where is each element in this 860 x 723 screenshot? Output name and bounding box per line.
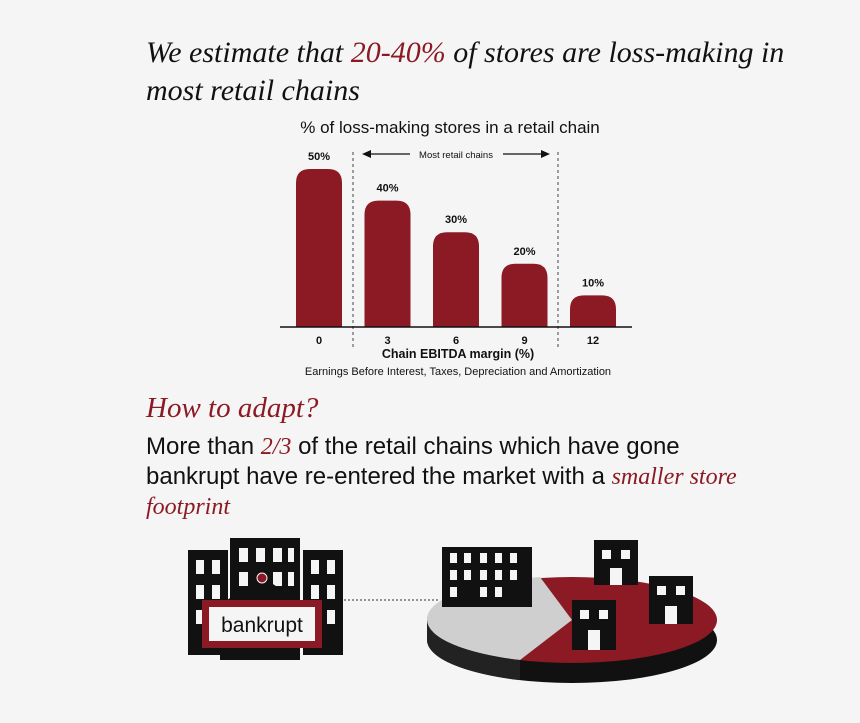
headline-text-2: of stores are loss-making in most retail… bbox=[146, 36, 785, 107]
data-label-9: 20% bbox=[513, 246, 535, 258]
arrow-left-head bbox=[362, 150, 371, 158]
chart-title: % of loss-making stores in a retail chai… bbox=[300, 118, 600, 137]
x-tick-label-6: 6 bbox=[453, 335, 459, 347]
x-axis-note: Earnings Before Interest, Taxes, Depreci… bbox=[305, 366, 611, 378]
bar-6 bbox=[433, 232, 479, 327]
adapt-heading: How to adapt? bbox=[146, 392, 319, 424]
bankrupt-sign: bankrupt bbox=[202, 572, 322, 648]
bar-3 bbox=[364, 200, 411, 327]
x-axis-label: Chain EBITDA margin (%) bbox=[382, 347, 534, 361]
bankrupt-sign-text: bankrupt bbox=[221, 614, 303, 637]
illustration: bankrupt bbox=[188, 538, 717, 683]
data-label-0: 50% bbox=[308, 151, 330, 163]
x-tick-label-12: 12 bbox=[587, 335, 599, 347]
x-tick-label-9: 9 bbox=[521, 335, 527, 347]
arrow-right-head bbox=[541, 150, 550, 158]
headline-text-1: We estimate that bbox=[146, 36, 351, 69]
headline-highlight: 20-40% bbox=[350, 36, 446, 69]
adapt-highlight-1: 2/3 bbox=[260, 434, 292, 460]
store-building-large-icon bbox=[442, 547, 532, 607]
small-store-icon bbox=[594, 540, 638, 585]
bar-0 bbox=[296, 169, 342, 327]
data-label-3: 40% bbox=[376, 183, 398, 195]
bars-layer: 50% 0 40% 3 30% 6 20% 9 10% 12 bbox=[296, 151, 616, 347]
range-annotation: Most retail chains bbox=[419, 150, 493, 161]
data-label-6: 30% bbox=[445, 214, 467, 226]
bar-9 bbox=[501, 263, 548, 327]
x-tick-label-0: 0 bbox=[316, 335, 322, 347]
small-store-icon bbox=[572, 600, 616, 650]
bar-12 bbox=[570, 295, 616, 327]
headline: We estimate that 20-40% of stores are lo… bbox=[146, 34, 786, 110]
small-store-icon bbox=[649, 576, 693, 624]
adapt-text-1: More than bbox=[146, 433, 261, 460]
adapt-highlight-2: smaller store footprint bbox=[146, 464, 737, 520]
bar-chart: % of loss-making stores in a retail chai… bbox=[280, 118, 632, 378]
adapt-text-2: of the retail chains which have gone ban… bbox=[146, 433, 680, 490]
data-label-12: 10% bbox=[582, 277, 604, 289]
x-tick-label-3: 3 bbox=[384, 335, 390, 347]
adapt-body: More than 2/3 of the retail chains which… bbox=[146, 432, 746, 522]
